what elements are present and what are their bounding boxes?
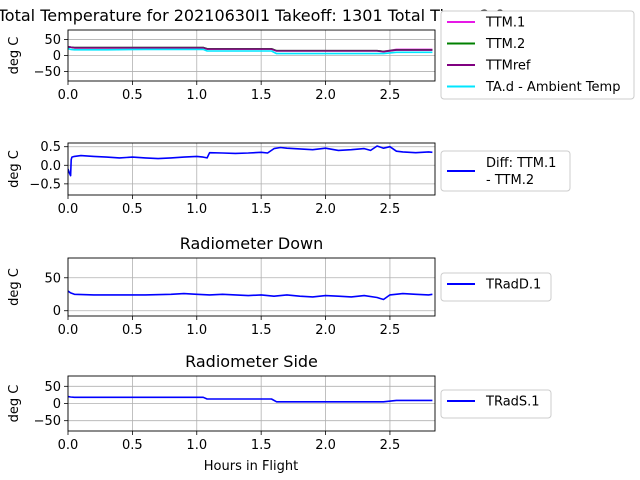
y-tick-label: 0.0 xyxy=(40,159,61,174)
legend-box xyxy=(440,272,552,302)
series-line xyxy=(68,46,433,53)
legend: Diff: TTM.1 - TTM.2 xyxy=(440,150,571,192)
x-tick-label: 0.5 xyxy=(122,202,143,217)
y-axis-label: deg C xyxy=(7,150,22,188)
series-line xyxy=(68,290,433,301)
x-tick-label: 1.5 xyxy=(251,438,272,453)
legend-box xyxy=(440,150,571,192)
y-tick-label: 50 xyxy=(44,33,61,48)
y-axis-label: deg C xyxy=(7,268,22,306)
y-tick-label: 0 xyxy=(53,49,61,64)
y-axis-label: deg C xyxy=(7,385,22,423)
x-tick-label: 1.0 xyxy=(186,323,207,338)
chart-title: Total Temperature for 20210630I1 Takeoff… xyxy=(0,6,505,25)
x-tick-label: 0.0 xyxy=(58,323,79,338)
x-tick-label: 0.5 xyxy=(122,88,143,103)
y-tick-label: −50 xyxy=(34,65,61,80)
x-tick-label: 1.0 xyxy=(186,202,207,217)
chart-panel-2: 0.0 0.5 1.0 1.5 2.0 2.5 −0.5 0.0 0.5 deg C Diff: T… xyxy=(7,140,571,217)
legend-label: TA.d - Ambient Temp xyxy=(485,80,620,95)
x-tick-label: 2.5 xyxy=(380,323,401,338)
x-tick-label: 0.0 xyxy=(58,438,79,453)
y-tick-label: 0.5 xyxy=(40,140,61,155)
legend: TRadS.1 xyxy=(440,389,552,419)
x-axis-label: Hours in Flight xyxy=(204,459,299,474)
legend-label: TTM.2 xyxy=(485,37,525,52)
y-tick-label: −50 xyxy=(34,414,61,429)
x-tick-label: 0.0 xyxy=(58,202,79,217)
legend-label: TRadD.1 xyxy=(485,278,541,293)
legend-label: - TTM.2 xyxy=(486,173,534,188)
y-tick-label: 0 xyxy=(53,397,61,412)
x-tick-label: 2.5 xyxy=(380,202,401,217)
legend: TTM.1 TTM.2 TTMref TA.d - Ambient Temp xyxy=(440,10,635,100)
x-tick-label: 1.0 xyxy=(186,438,207,453)
chart-title: Radiometer Down xyxy=(180,234,324,253)
legend-label: Diff: TTM.1 xyxy=(486,156,556,171)
chart-panel-3: 0.0 0.5 1.0 1.5 2.0 2.5 0 50 deg C Radiometer Dow… xyxy=(7,234,552,338)
legend-box xyxy=(440,389,552,419)
x-tick-label: 2.0 xyxy=(315,438,336,453)
x-tick-label: 2.5 xyxy=(380,438,401,453)
x-tick-label: 1.5 xyxy=(251,323,272,338)
chart-title: Radiometer Side xyxy=(185,352,318,371)
y-tick-label: 0 xyxy=(53,304,61,319)
x-tick-label: 1.0 xyxy=(186,88,207,103)
y-axis-label: deg C xyxy=(7,37,22,75)
axes-frame xyxy=(67,257,436,317)
legend-box xyxy=(440,10,635,100)
x-tick-label: 1.5 xyxy=(251,88,272,103)
series-line xyxy=(68,145,433,177)
y-tick-label: 50 xyxy=(44,271,61,286)
chart-panel-4: 0.0 0.5 1.0 1.5 2.0 2.5 −50 0 50 deg C Radiometer … xyxy=(7,352,552,453)
x-tick-label: 2.5 xyxy=(380,88,401,103)
y-tick-label: 50 xyxy=(44,380,61,395)
x-tick-label: 2.0 xyxy=(315,88,336,103)
x-tick-label: 2.0 xyxy=(315,202,336,217)
x-tick-label: 0.5 xyxy=(122,438,143,453)
x-tick-label: 0.5 xyxy=(122,323,143,338)
legend-label: TRadS.1 xyxy=(485,395,540,410)
legend: TRadD.1 xyxy=(440,272,552,302)
x-tick-label: 2.0 xyxy=(315,323,336,338)
y-tick-label: −0.5 xyxy=(29,177,61,192)
series-line xyxy=(68,47,433,55)
series-line xyxy=(68,395,433,403)
axes-frame xyxy=(67,142,436,196)
x-tick-label: 0.0 xyxy=(58,88,79,103)
legend-label: TTMref xyxy=(485,59,531,74)
legend-label: TTM.1 xyxy=(485,16,525,31)
x-tick-label: 1.5 xyxy=(251,202,272,217)
